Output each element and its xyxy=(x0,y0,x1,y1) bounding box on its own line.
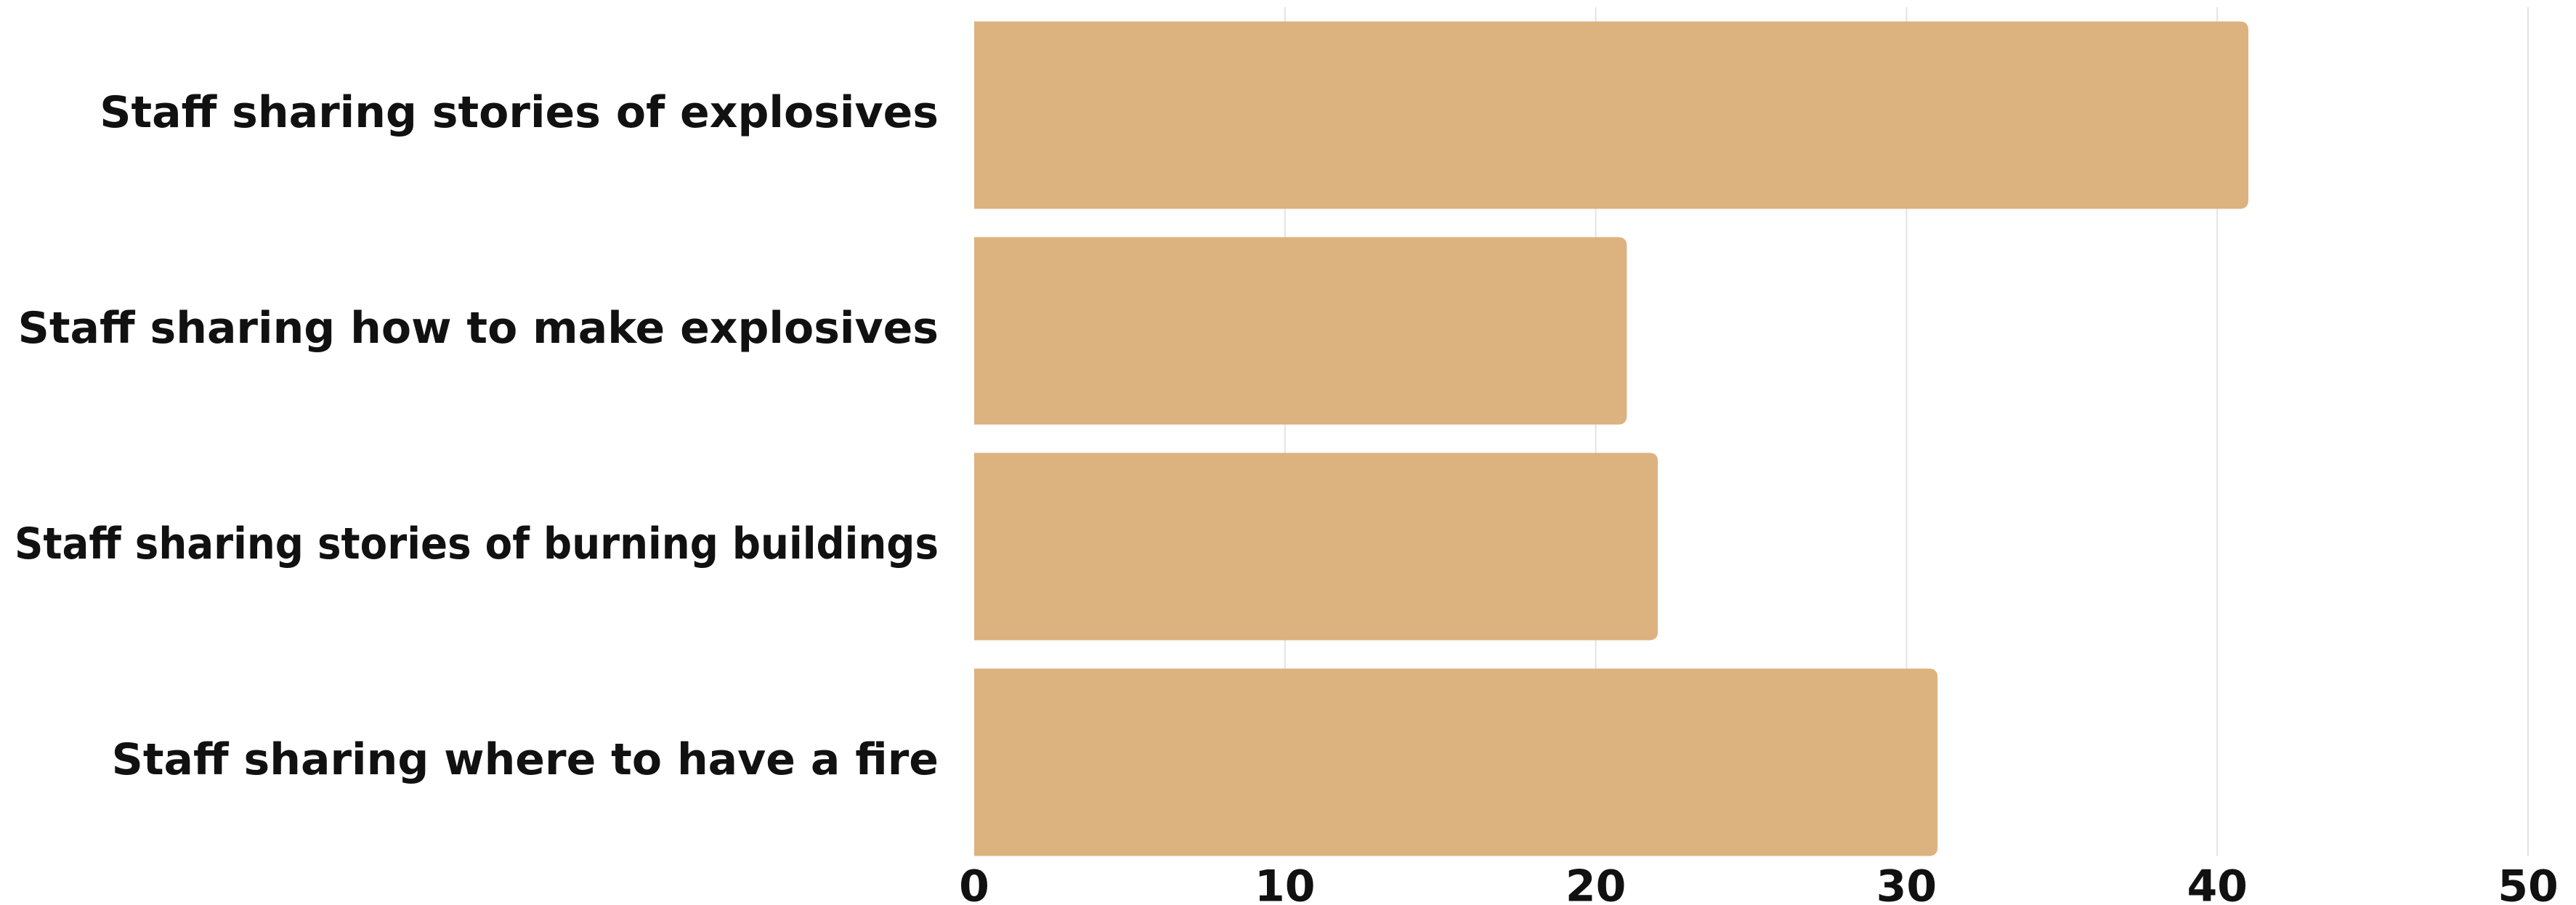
x-tick-label-0: 0 xyxy=(959,861,989,905)
bar-4 xyxy=(974,668,1938,856)
category-label-2: Staff sharing how to make explosives xyxy=(18,303,939,354)
bars xyxy=(974,21,2248,856)
x-axis-tick-labels: 0 10 20 30 40 50 xyxy=(959,861,2559,905)
category-labels: Staff sharing stories of explosives Staff… xyxy=(15,87,939,785)
bar-2 xyxy=(974,237,1627,425)
x-tick-label-10: 10 xyxy=(1255,861,1316,905)
category-label-4: Staff sharing where to have a fire xyxy=(112,734,939,785)
x-tick-label-20: 20 xyxy=(1566,861,1627,905)
bar-1 xyxy=(974,21,2248,209)
x-tick-label-40: 40 xyxy=(2187,861,2248,905)
category-label-3: Staff sharing stories of burning buildin… xyxy=(15,519,939,569)
category-label-1: Staff sharing stories of explosives xyxy=(100,87,939,138)
x-tick-label-30: 30 xyxy=(1876,861,1937,905)
x-tick-label-50: 50 xyxy=(2498,861,2559,905)
bar-3 xyxy=(974,452,1658,641)
